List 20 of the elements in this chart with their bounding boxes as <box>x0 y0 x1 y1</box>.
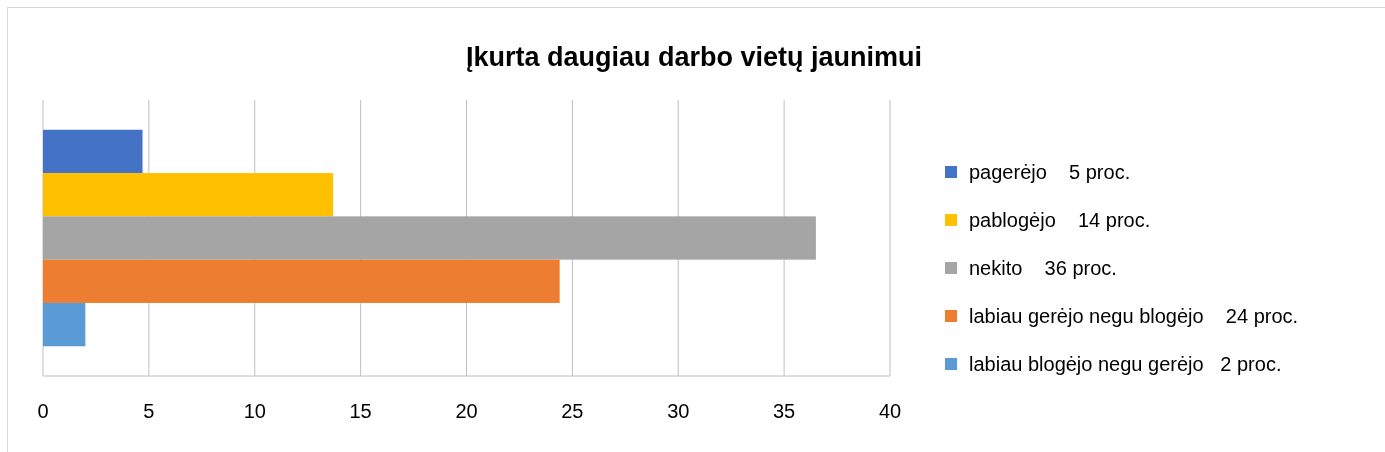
bar <box>43 173 334 217</box>
legend-label: labiau blogėjo negu gerėjo 2 proc. <box>969 353 1282 375</box>
x-tick-label: 25 <box>561 400 584 422</box>
legend-label: pagerėjo 5 proc. <box>969 161 1131 183</box>
legend-label: pablogėjo 14 proc. <box>969 209 1151 231</box>
legend-label: nekito 36 proc. <box>969 257 1117 279</box>
bar <box>43 216 816 260</box>
bar <box>43 259 560 303</box>
x-tick-label: 20 <box>455 400 478 422</box>
bar <box>43 302 86 347</box>
x-tick-label: 10 <box>243 400 266 422</box>
x-tick-label: 15 <box>349 400 372 422</box>
x-tick-label: 5 <box>143 400 155 422</box>
x-tick-label: 0 <box>37 400 49 422</box>
x-tick-label: 40 <box>878 400 902 422</box>
chart-title: Įkurta daugiau darbo vietų jaunimui <box>465 42 923 72</box>
legend-label: labiau gerėjo negu blogėjo 24 proc. <box>969 305 1299 327</box>
x-tick-label: 30 <box>667 400 690 422</box>
x-tick-label: 35 <box>773 400 796 422</box>
bar <box>43 129 143 174</box>
